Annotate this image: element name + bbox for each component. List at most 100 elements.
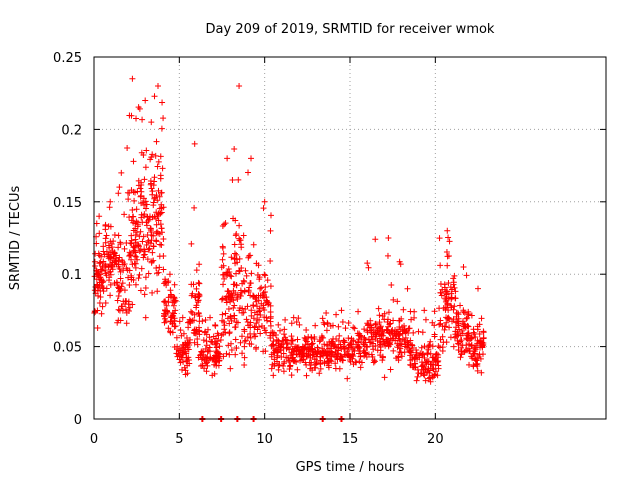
data-point-peak [290, 314, 297, 321]
data-point [167, 318, 174, 325]
data-point [139, 116, 146, 123]
data-point [194, 299, 201, 306]
data-point [102, 262, 109, 269]
data-point [171, 297, 178, 304]
data-point [184, 370, 191, 377]
data-point [106, 269, 113, 276]
data-point [445, 234, 452, 241]
data-point [261, 314, 268, 321]
data-point [379, 326, 386, 333]
data-point [149, 151, 156, 158]
data-point [110, 251, 117, 258]
data-point [260, 205, 267, 212]
data-point [219, 223, 226, 230]
data-point [240, 309, 247, 316]
x-tick-label: 0 [90, 432, 98, 447]
data-point [225, 266, 232, 273]
data-point [294, 344, 301, 351]
data-point [125, 307, 132, 314]
data-point [264, 277, 271, 284]
data-point [161, 280, 168, 287]
data-point [372, 320, 379, 327]
data-point [125, 301, 132, 308]
data-point [133, 115, 140, 122]
data-point [239, 350, 246, 357]
data-point [381, 316, 388, 323]
data-point [476, 330, 483, 337]
data-point [242, 337, 249, 344]
data-point [387, 335, 394, 342]
data-point [269, 329, 276, 336]
data-point [258, 284, 265, 291]
data-point [270, 338, 277, 345]
data-point [356, 358, 363, 365]
data-point [316, 338, 323, 345]
data-point [150, 182, 157, 189]
data-point [189, 310, 196, 317]
data-point [345, 320, 352, 326]
data-point [219, 256, 226, 263]
data-point [263, 297, 270, 304]
data-point [232, 289, 239, 296]
data-point [192, 294, 199, 301]
y-tick-label: 0.2 [61, 123, 82, 138]
data-point [448, 294, 455, 301]
data-point [96, 230, 103, 237]
data-point [191, 204, 198, 211]
data-point [115, 232, 122, 239]
data-point [410, 329, 417, 336]
data-point [219, 271, 226, 278]
data-point [155, 211, 162, 218]
data-point [232, 336, 239, 343]
data-point [190, 281, 197, 288]
data-point [333, 311, 340, 318]
data-point [117, 285, 124, 292]
data-point [452, 288, 459, 295]
data-point [215, 350, 222, 357]
data-point [107, 292, 114, 299]
data-point [149, 289, 156, 296]
data-point [299, 352, 306, 359]
y-tick-label: 0.05 [53, 341, 82, 356]
data-point [202, 346, 209, 353]
data-point [257, 285, 264, 292]
data-point [455, 341, 462, 348]
data-point [155, 230, 162, 237]
data-point [379, 312, 386, 319]
data-point [439, 348, 446, 355]
data-point [280, 368, 287, 375]
data-point [302, 337, 309, 344]
data-point [138, 188, 145, 195]
data-point [321, 359, 328, 366]
data-point [114, 279, 121, 286]
data-point [437, 262, 444, 269]
data-point [121, 287, 128, 294]
data-point [135, 275, 142, 282]
data-point [390, 296, 397, 303]
data-point [200, 337, 207, 344]
data-point [455, 340, 462, 347]
data-point [248, 341, 255, 348]
data-point [453, 319, 460, 326]
data-point [404, 344, 411, 351]
data-point [241, 343, 248, 350]
data-point [212, 354, 219, 361]
data-point [188, 240, 195, 247]
data-point [142, 284, 149, 291]
data-point [153, 264, 160, 271]
x-tick-label: 5 [175, 432, 183, 447]
data-point [92, 263, 99, 270]
data-point [262, 283, 269, 290]
data-point [177, 359, 184, 366]
data-point [324, 358, 331, 365]
data-point [268, 365, 275, 372]
data-point [241, 278, 248, 285]
data-point [382, 342, 389, 349]
data-point [132, 236, 139, 243]
data-point [384, 327, 391, 334]
data-point [250, 293, 257, 300]
data-point [277, 347, 284, 354]
data-point [117, 268, 124, 275]
data-point [115, 306, 122, 313]
